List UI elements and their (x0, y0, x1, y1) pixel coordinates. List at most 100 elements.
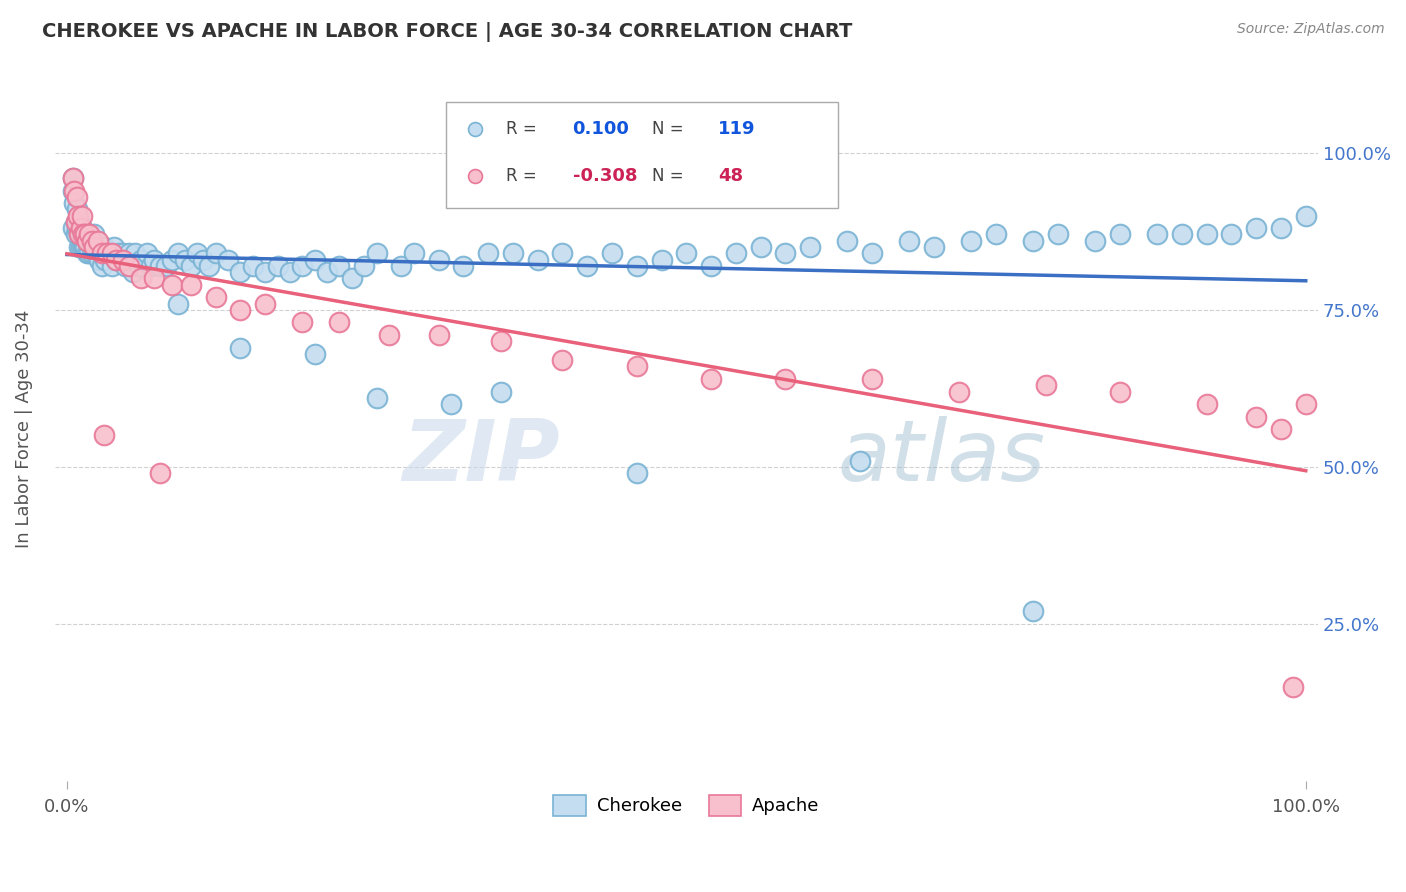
Point (675, 246, 697, 260)
Point (1244, 221, 1267, 235)
Point (129, 252, 152, 267)
Point (73, 227, 96, 242)
Point (291, 315, 314, 329)
Point (128, 259, 150, 273)
FancyBboxPatch shape (446, 102, 838, 208)
Point (124, 246, 146, 260)
Text: N =: N = (652, 167, 689, 185)
Point (111, 246, 134, 260)
Point (1220, 227, 1243, 242)
Text: R =: R = (506, 120, 541, 137)
Point (62, 221, 84, 235)
Point (77, 227, 100, 242)
Point (1046, 227, 1069, 242)
Point (1282, 680, 1305, 694)
Text: atlas: atlas (838, 416, 1046, 499)
Point (65, 215, 87, 229)
Point (77, 227, 100, 242)
Point (111, 252, 134, 267)
Point (180, 259, 202, 273)
Point (97, 246, 120, 260)
Point (626, 359, 648, 374)
Point (84, 246, 107, 260)
Point (1109, 384, 1132, 399)
Point (204, 290, 226, 304)
Point (83, 240, 105, 254)
Point (77, 246, 100, 260)
Point (87, 234, 110, 248)
Text: R =: R = (506, 167, 541, 185)
Point (62, 184, 84, 198)
Point (724, 246, 747, 260)
Point (1171, 227, 1194, 242)
Point (468, 234, 491, 248)
Text: Source: ZipAtlas.com: Source: ZipAtlas.com (1237, 22, 1385, 37)
Point (860, 372, 883, 386)
Point (229, 341, 252, 355)
Point (67, 215, 90, 229)
Point (69, 221, 91, 235)
Point (576, 259, 599, 273)
Point (775, 246, 797, 260)
Point (98, 246, 121, 260)
Point (984, 227, 1007, 242)
Point (70, 221, 93, 235)
Text: CHEROKEE VS APACHE IN LABOR FORCE | AGE 30-34 CORRELATION CHART: CHEROKEE VS APACHE IN LABOR FORCE | AGE … (42, 22, 852, 42)
Point (304, 252, 326, 267)
Point (1270, 422, 1292, 436)
Point (1295, 209, 1317, 223)
Text: 119: 119 (718, 120, 755, 137)
Point (749, 240, 772, 254)
Point (94, 252, 117, 267)
Point (551, 246, 574, 260)
Point (86, 234, 108, 248)
Point (502, 246, 524, 260)
Point (849, 453, 872, 467)
Point (142, 271, 165, 285)
Text: 0.100: 0.100 (572, 120, 630, 137)
Point (67, 227, 90, 242)
Point (278, 265, 301, 279)
Point (160, 277, 183, 292)
Point (89, 240, 111, 254)
Text: ZIP: ZIP (402, 416, 560, 499)
Point (149, 466, 172, 480)
Point (87, 246, 110, 260)
Point (90, 259, 112, 273)
Point (118, 259, 141, 273)
Point (72, 227, 94, 242)
Point (141, 259, 163, 273)
Point (1022, 234, 1045, 248)
Point (100, 246, 122, 260)
Point (440, 397, 463, 411)
Point (114, 259, 136, 273)
Point (254, 265, 277, 279)
Point (366, 391, 388, 405)
Point (93, 428, 115, 442)
Point (121, 265, 143, 279)
Point (1022, 604, 1045, 618)
Point (1244, 409, 1267, 424)
Point (1295, 397, 1317, 411)
Point (402, 246, 425, 260)
Point (204, 246, 226, 260)
Point (477, 246, 499, 260)
Y-axis label: In Labor Force | Age 30-34: In Labor Force | Age 30-34 (15, 310, 32, 549)
Point (77, 234, 100, 248)
Point (90, 246, 112, 260)
Point (427, 328, 450, 343)
Point (316, 265, 339, 279)
Point (700, 372, 723, 386)
Point (526, 252, 548, 267)
Point (66, 190, 89, 204)
Point (80, 234, 103, 248)
Point (291, 259, 314, 273)
Point (72, 240, 94, 254)
Point (66, 202, 89, 217)
Point (1195, 397, 1218, 411)
Point (76, 234, 98, 248)
Point (118, 246, 141, 260)
Point (427, 252, 450, 267)
Point (1035, 378, 1057, 392)
Point (626, 259, 648, 273)
